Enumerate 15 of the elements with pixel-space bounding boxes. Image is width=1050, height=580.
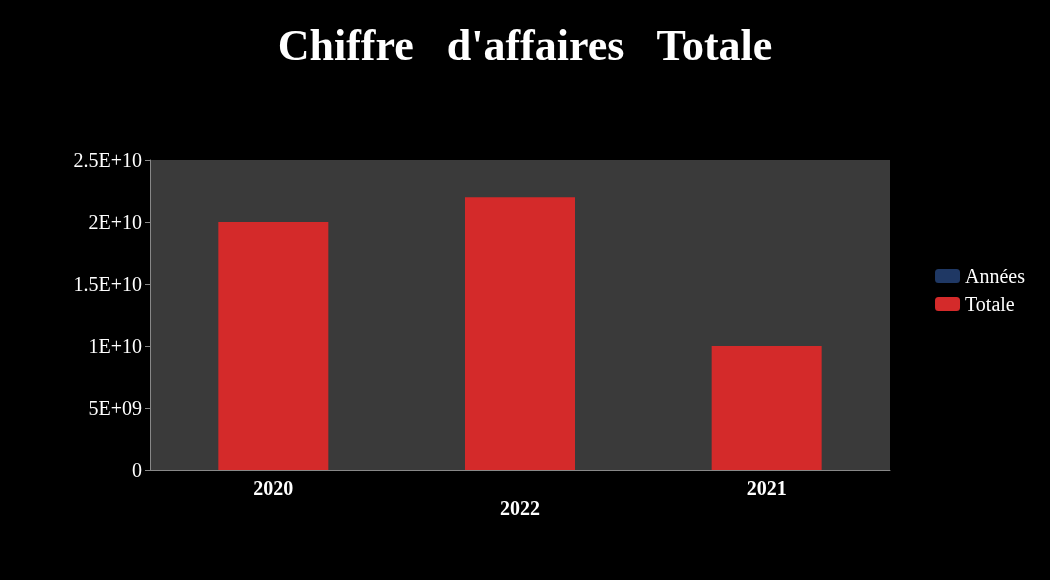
y-tick-label: 5E+09 — [88, 397, 142, 419]
y-tick-label: 1E+10 — [88, 335, 142, 357]
y-tick-label: 2E+10 — [88, 211, 142, 233]
chart-title: Chiffre d'affaires Totale — [277, 20, 773, 70]
y-tick-label: 0 — [132, 459, 142, 481]
x-tick-label: 2020 — [253, 477, 294, 499]
y-tick-label: 1.5E+10 — [73, 273, 142, 295]
legend-label: Totale — [965, 293, 1015, 315]
y-tick-label: 2.5E+10 — [73, 149, 142, 171]
legend-label: Années — [965, 265, 1026, 287]
bar — [218, 222, 329, 470]
bar — [465, 197, 575, 470]
x-tick-label: 2022 — [500, 497, 540, 519]
bar — [711, 346, 822, 470]
x-tick-label: 2021 — [746, 477, 787, 499]
